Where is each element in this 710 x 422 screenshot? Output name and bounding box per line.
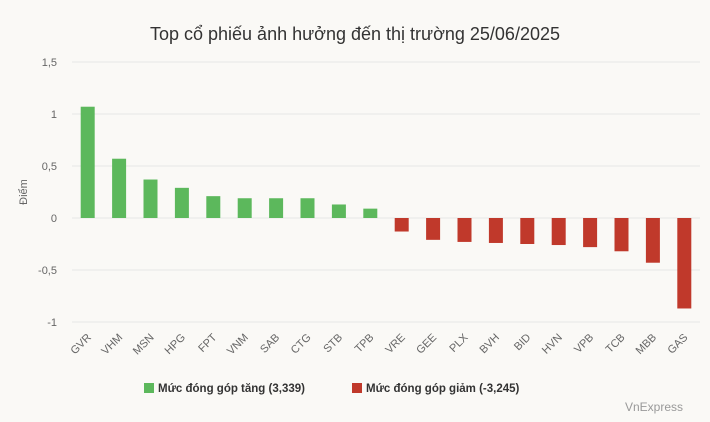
bar-tpb[interactable] bbox=[363, 208, 378, 218]
x-tick-label: VRE bbox=[383, 332, 407, 356]
bar-gee[interactable] bbox=[426, 218, 441, 240]
x-tick-label: GEE bbox=[414, 332, 439, 357]
bar-vnm[interactable] bbox=[237, 198, 252, 218]
y-tick-label: -1 bbox=[47, 317, 57, 329]
x-tick-label: HVN bbox=[540, 332, 565, 357]
x-tick-label: VPB bbox=[572, 332, 596, 356]
legend: Mức đóng góp tăng (3,339) Mức đóng góp g… bbox=[144, 383, 520, 395]
bars bbox=[80, 106, 692, 309]
x-tick-label: PLX bbox=[447, 331, 471, 355]
y-tick-label: 0,5 bbox=[42, 161, 57, 173]
chart-title: Top cổ phiếu ảnh hưởng đến thị trường 25… bbox=[150, 24, 560, 44]
x-tick-label: MSN bbox=[131, 332, 157, 358]
x-tick-label: STB bbox=[321, 332, 345, 356]
legend-item-decrease[interactable]: Mức đóng góp giảm (-3,245) bbox=[352, 383, 520, 395]
y-axis-ticks: 1,5 1 0,5 0 -0,5 -1 bbox=[38, 57, 57, 329]
y-tick-label: 0 bbox=[51, 213, 57, 225]
x-tick-label: SAB bbox=[258, 332, 282, 356]
legend-label-increase: Mức đóng góp tăng (3,339) bbox=[158, 383, 305, 395]
y-tick-label: 1 bbox=[51, 109, 57, 121]
x-tick-label: BVH bbox=[478, 332, 503, 357]
legend-swatch-decrease bbox=[352, 383, 362, 393]
bar-mbb[interactable] bbox=[645, 218, 660, 263]
bar-hvn[interactable] bbox=[551, 218, 566, 246]
y-tick-label: -0,5 bbox=[38, 265, 57, 277]
bar-bvh[interactable] bbox=[488, 218, 503, 243]
x-tick-label: CTG bbox=[289, 332, 314, 357]
bar-vpb[interactable] bbox=[583, 218, 598, 248]
x-tick-label: MBB bbox=[634, 332, 659, 357]
y-axis-label: Điểm bbox=[18, 179, 30, 205]
bar-msn[interactable] bbox=[143, 179, 158, 218]
x-tick-label: FPT bbox=[196, 331, 219, 354]
legend-swatch-increase bbox=[144, 383, 154, 393]
x-tick-label: BID bbox=[512, 332, 533, 353]
x-tick-label: VHM bbox=[99, 332, 125, 358]
x-axis-ticks: GVR VHM MSN HPG FPT VNM SAB CTG STB TPB VRE GEE PLX B… bbox=[68, 331, 690, 357]
bar-tcb[interactable] bbox=[614, 218, 629, 252]
bar-stb[interactable] bbox=[331, 204, 346, 218]
bar-gas[interactable] bbox=[677, 218, 692, 309]
bar-ctg[interactable] bbox=[300, 198, 315, 218]
x-tick-label: GAS bbox=[666, 332, 691, 357]
bar-plx[interactable] bbox=[457, 218, 472, 242]
bar-bid[interactable] bbox=[520, 218, 535, 244]
bar-gvr[interactable] bbox=[80, 106, 95, 218]
credit-text: VnExpress bbox=[625, 400, 683, 414]
y-tick-label: 1,5 bbox=[42, 57, 57, 69]
bar-vre[interactable] bbox=[394, 218, 409, 232]
legend-label-decrease: Mức đóng góp giảm (-3,245) bbox=[366, 383, 520, 395]
bar-sab[interactable] bbox=[269, 198, 284, 218]
x-tick-label: TPB bbox=[353, 332, 377, 356]
legend-item-increase[interactable]: Mức đóng góp tăng (3,339) bbox=[144, 383, 305, 395]
bar-fpt[interactable] bbox=[206, 196, 221, 218]
gridlines bbox=[72, 61, 700, 323]
bar-hpg[interactable] bbox=[174, 187, 189, 218]
x-tick-label: GVR bbox=[68, 332, 93, 357]
bar-vhm[interactable] bbox=[112, 158, 127, 218]
x-tick-label: VNM bbox=[225, 332, 251, 358]
x-tick-label: TCB bbox=[604, 332, 628, 356]
x-tick-label: HPG bbox=[163, 332, 188, 357]
